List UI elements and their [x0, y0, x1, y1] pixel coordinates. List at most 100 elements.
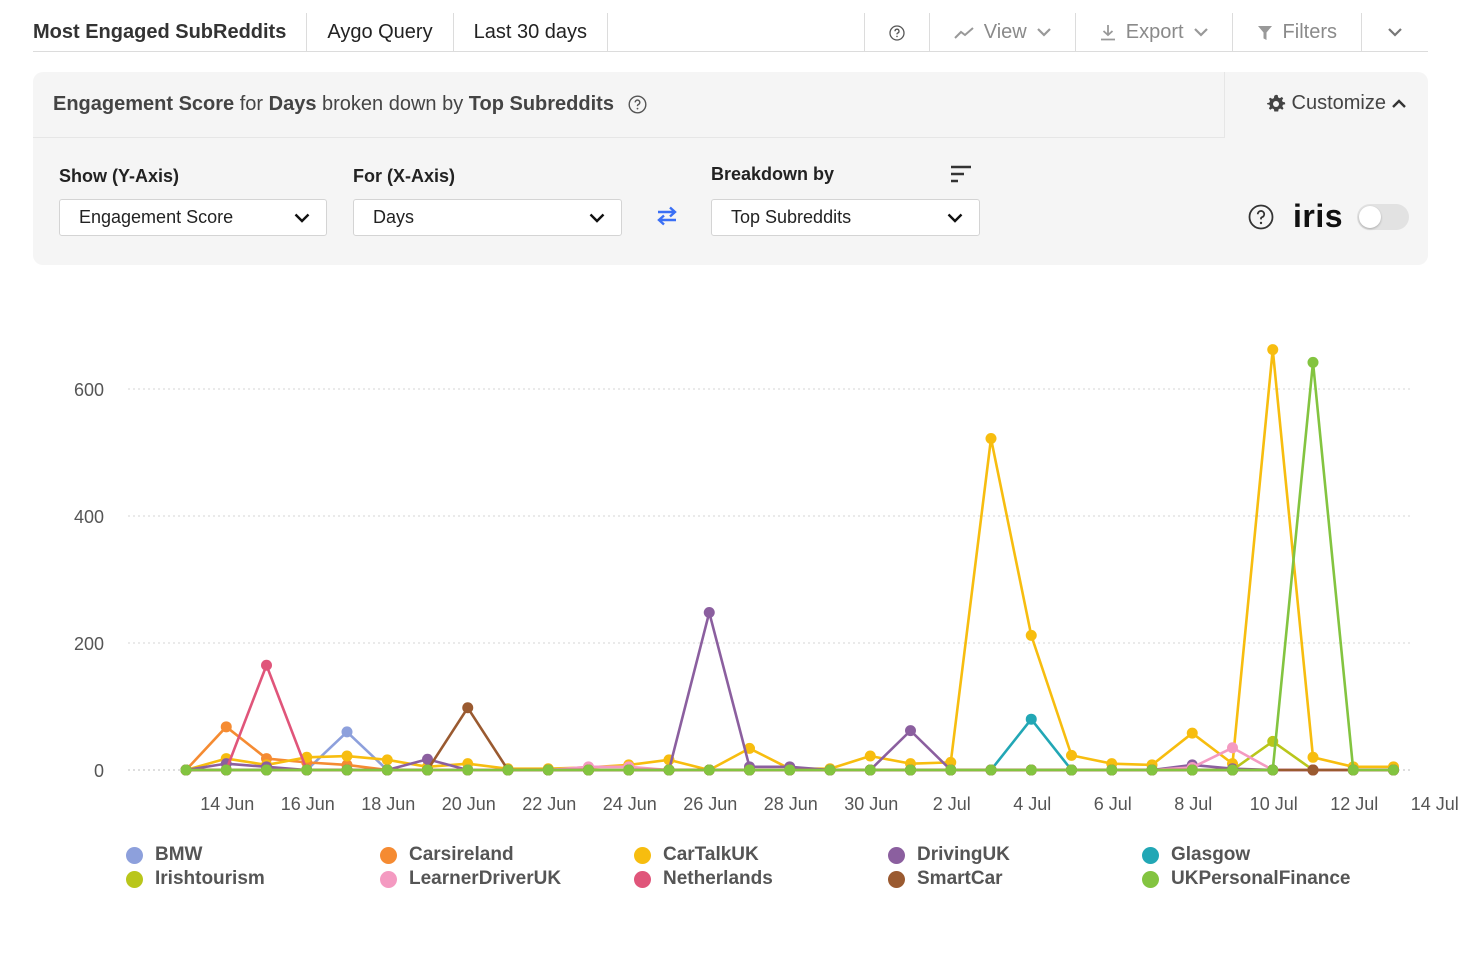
y-axis-value: Engagement Score	[79, 207, 234, 227]
data-point-cartalkuk[interactable]	[1307, 751, 1319, 763]
data-point-carsireland[interactable]	[220, 721, 232, 733]
legend-label: SmartCar	[917, 868, 1003, 889]
data-point-ukpersonalfinance[interactable]	[462, 764, 474, 776]
legend-dot	[888, 846, 905, 864]
data-point-ukpersonalfinance[interactable]	[180, 764, 192, 776]
data-point-ukpersonalfinance[interactable]	[583, 764, 594, 776]
data-point-ukpersonalfinance[interactable]	[422, 764, 433, 776]
data-point-ukpersonalfinance[interactable]	[824, 764, 836, 776]
swap-axes-icon[interactable]	[655, 205, 679, 227]
query-summary: Engagement Score for Days broken down by…	[33, 72, 1225, 138]
question-circle-icon[interactable]	[1248, 204, 1274, 230]
data-point-ukpersonalfinance[interactable]	[663, 764, 675, 776]
legend-item-ukpersonalfinance[interactable]: UKPersonalFinance	[1142, 868, 1402, 889]
question-circle-icon	[889, 24, 905, 41]
x-tick-label: 14 Jul	[1411, 794, 1459, 814]
x-tick-label: 22 Jun	[522, 794, 576, 814]
help-button[interactable]	[865, 13, 930, 52]
data-point-ukpersonalfinance[interactable]	[502, 764, 514, 776]
data-point-ukpersonalfinance[interactable]	[985, 764, 997, 776]
data-point-ukpersonalfinance[interactable]	[1025, 764, 1037, 776]
data-point-cartalkuk[interactable]	[985, 433, 997, 445]
data-point-drivinguk[interactable]	[703, 607, 715, 619]
legend-item-learnerdriveruk[interactable]: LearnerDriverUK	[380, 868, 634, 889]
data-point-cartalkuk[interactable]	[1025, 629, 1037, 641]
data-point-ukpersonalfinance[interactable]	[341, 764, 353, 776]
data-point-learnerdriveruk[interactable]	[1227, 742, 1238, 754]
legend-item-drivinguk[interactable]: DrivingUK	[888, 844, 1142, 865]
x-axis-value: Days	[373, 207, 415, 227]
data-point-cartalkuk[interactable]	[1186, 727, 1198, 739]
data-point-ukpersonalfinance[interactable]	[1186, 764, 1198, 776]
date-range-selector[interactable]: Last 30 days	[454, 13, 609, 52]
iris-toggle[interactable]	[1357, 204, 1409, 230]
data-point-cartalkuk[interactable]	[1267, 344, 1279, 356]
more-options-button[interactable]	[1362, 13, 1428, 52]
data-point-cartalkuk[interactable]	[864, 750, 876, 762]
chevron-up-icon	[1392, 99, 1406, 108]
legend-item-irishtourism[interactable]: Irishtourism	[126, 868, 380, 889]
chevron-down-icon	[589, 213, 605, 223]
legend-item-carsireland[interactable]: Carsireland	[380, 844, 634, 865]
breakdown-select[interactable]: Top Subreddits	[711, 199, 980, 236]
data-point-ukpersonalfinance[interactable]	[703, 764, 715, 776]
legend-item-cartalkuk[interactable]: CarTalkUK	[634, 844, 888, 865]
export-button[interactable]: Export	[1076, 13, 1233, 52]
data-point-smartcar[interactable]	[1307, 764, 1319, 776]
series-line-netherlands	[186, 663, 1394, 772]
data-point-ukpersonalfinance[interactable]	[623, 764, 635, 776]
question-circle-icon[interactable]	[628, 95, 647, 114]
query-selector[interactable]: Aygo Query	[307, 13, 454, 52]
data-point-bmw[interactable]	[341, 726, 353, 738]
x-tick-label: 4 Jul	[1013, 794, 1051, 814]
data-point-glasgow[interactable]	[1025, 713, 1037, 725]
legend-item-smartcar[interactable]: SmartCar	[888, 868, 1142, 889]
sort-icon[interactable]	[950, 165, 972, 183]
data-point-ukpersonalfinance[interactable]	[1388, 764, 1399, 776]
filter-icon	[1257, 25, 1272, 40]
query-panel: Engagement Score for Days broken down by…	[33, 72, 1428, 265]
legend-item-bmw[interactable]: BMW	[126, 844, 380, 865]
data-point-ukpersonalfinance[interactable]	[1227, 764, 1238, 776]
x-tick-label: 16 Jun	[281, 794, 335, 814]
data-point-ukpersonalfinance[interactable]	[784, 764, 796, 776]
line-chart: 0 200 400 600 14 Jun 16 Jun 18 Jun 20 Jun 22 Jun…	[74, 344, 1459, 814]
data-point-ukpersonalfinance[interactable]	[1146, 764, 1158, 776]
data-point-smartcar[interactable]	[462, 702, 474, 714]
x-tick-label: 24 Jun	[603, 794, 657, 814]
legend-label: Netherlands	[663, 868, 773, 889]
data-point-cartalkuk[interactable]	[341, 750, 353, 762]
data-point-ukpersonalfinance[interactable]	[261, 764, 272, 776]
x-axis-select[interactable]: Days	[353, 199, 622, 236]
legend-item-netherlands[interactable]: Netherlands	[634, 868, 888, 889]
data-point-ukpersonalfinance[interactable]	[1307, 356, 1319, 368]
data-point-ukpersonalfinance[interactable]	[905, 764, 916, 776]
data-point-ukpersonalfinance[interactable]	[945, 764, 957, 776]
data-point-ukpersonalfinance[interactable]	[864, 764, 876, 776]
data-point-ukpersonalfinance[interactable]	[744, 764, 755, 776]
data-point-ukpersonalfinance[interactable]	[381, 764, 393, 776]
data-point-ukpersonalfinance[interactable]	[220, 764, 232, 776]
data-point-ukpersonalfinance[interactable]	[1347, 764, 1359, 776]
x-tick-label: 12 Jul	[1330, 794, 1378, 814]
data-point-ukpersonalfinance[interactable]	[1066, 764, 1077, 776]
filters-button[interactable]: Filters	[1233, 13, 1362, 52]
customize-button[interactable]: Customize	[1266, 92, 1406, 115]
data-point-netherlands[interactable]	[261, 659, 272, 671]
data-point-cartalkuk[interactable]	[945, 756, 957, 768]
data-point-ukpersonalfinance[interactable]	[1267, 764, 1279, 776]
data-point-ukpersonalfinance[interactable]	[301, 764, 313, 776]
y-axis-select[interactable]: Engagement Score	[59, 199, 327, 236]
data-point-ukpersonalfinance[interactable]	[542, 764, 554, 776]
download-icon	[1100, 25, 1115, 41]
data-point-ukpersonalfinance[interactable]	[1106, 764, 1118, 776]
view-button[interactable]: View	[930, 13, 1076, 52]
chart-legend: BMW Carsireland CarTalkUK DrivingUK Glasgow I…	[126, 844, 1426, 889]
report-title[interactable]: Most Engaged SubReddits	[33, 13, 308, 52]
legend-item-glasgow[interactable]: Glasgow	[1142, 844, 1402, 865]
summary-metric: Engagement Score	[53, 93, 235, 115]
data-point-cartalkuk[interactable]	[381, 754, 393, 766]
data-point-drivinguk[interactable]	[422, 753, 433, 765]
data-point-cartalkuk[interactable]	[1066, 749, 1077, 761]
data-point-drivinguk[interactable]	[905, 725, 916, 737]
